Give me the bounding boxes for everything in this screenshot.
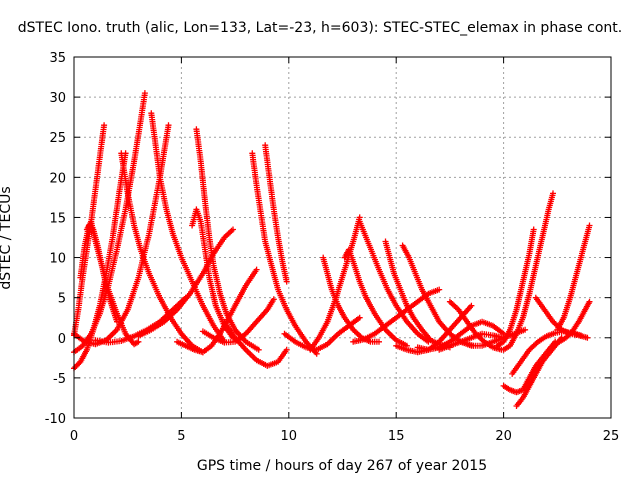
plus-marker [356,314,363,321]
y-tick-label: 5 [58,292,66,307]
data-series [118,150,206,356]
data-series [174,266,260,356]
y-tick-label: 35 [49,51,66,66]
axis-ticks: 0 5 10 15 20 25 -10 -5 0 5 10 15 20 25 30 35 [45,51,620,444]
plus-marker [468,302,475,309]
data-series [148,110,228,345]
y-tick-label: 25 [49,131,66,146]
data-series [281,314,363,353]
y-tick-label: -10 [45,412,66,427]
y-tick-label: 30 [49,91,66,106]
data-series [71,122,108,339]
y-tick-label: 15 [49,211,66,226]
data-series [554,222,593,333]
chart-marks [71,90,593,409]
y-tick-label: 10 [49,252,66,267]
plus-marker [255,346,262,353]
chart-title: dSTEC Iono. truth (alic, Lon=133, Lat=-2… [17,20,623,36]
y-tick-label: 0 [58,332,66,347]
x-tick-label: 25 [603,429,620,444]
plus-marker [141,90,148,97]
y-axis-label: dSTEC / TECUs [0,186,14,290]
data-series [193,126,262,353]
data-series [71,90,148,356]
data-series [513,334,565,409]
data-series [262,142,290,285]
plus-marker [522,326,529,333]
data-series [199,296,277,346]
plus-marker [230,226,236,233]
plus-marker [530,226,537,233]
plus-marker [253,266,260,273]
data-series [494,226,537,349]
x-tick-label: 5 [177,429,185,444]
data-series [249,150,320,357]
grid-lines [74,57,611,418]
y-tick-label: -5 [53,372,66,387]
data-series [500,338,559,396]
plus-marker [550,190,556,197]
data-series [550,298,593,349]
plot-frame [73,56,612,419]
y-tick-label: 20 [49,171,66,186]
data-series [221,318,290,369]
plus-marker [135,338,142,345]
data-series [350,286,443,345]
data-series [393,302,475,356]
x-tick-label: 10 [281,429,298,444]
plus-marker [101,122,108,129]
x-axis-label: GPS time / hours of day 267 of year 2015 [196,458,488,474]
plus-marker [270,296,277,303]
data-series [500,190,556,353]
plus-marker [436,286,443,293]
plus-marker [586,298,593,305]
x-tick-label: 20 [495,429,512,444]
data-series [356,218,432,345]
data-series [320,254,382,345]
x-tick-label: 0 [70,429,78,444]
plus-marker [283,346,290,353]
plus-marker [376,338,382,345]
data-series [307,214,363,353]
x-tick-label: 15 [388,429,405,444]
plus-marker [165,122,172,129]
plus-marker [584,334,591,341]
data-series [135,226,236,340]
plus-marker [283,278,290,285]
plus-marker [586,222,593,229]
